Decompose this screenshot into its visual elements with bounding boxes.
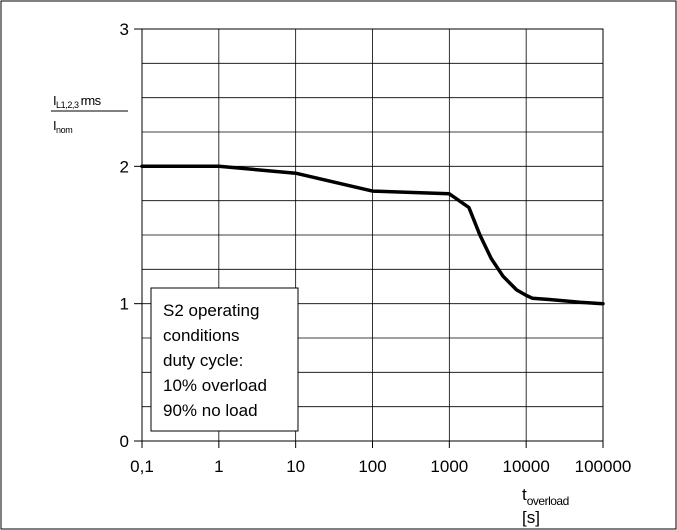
y-tick-labels: 0 1 2 3 [120,20,142,451]
annotation-line-5: 90% no load [163,401,258,420]
series-line [140,164,605,306]
x-label-main: toverload [522,485,569,508]
x-tick-label-3: 100 [358,457,386,476]
y-axis-label: IL1,2,3 rms Inom [51,93,128,135]
y-label-numerator: IL1,2,3 rms [53,93,102,110]
x-tick-label-6: 100000 [575,457,632,476]
annotation-line-3: duty cycle: [163,351,243,370]
x-tick-label-5: 10000 [503,457,550,476]
x-tick-label-2: 10 [286,457,305,476]
x-tick-label-0: 0,1 [130,457,154,476]
annotation-border [150,287,299,432]
annotation-line-2: conditions [163,326,240,345]
y-tick-label-2: 2 [120,157,129,176]
y-label-denominator: Inom [53,118,72,135]
y-tick-label-0: 0 [120,432,129,451]
x-tick-label-1: 1 [214,457,223,476]
x-label-unit: [s] [522,508,540,527]
annotation-box: S2 operating conditions duty cycle: 10% … [150,287,299,432]
x-axis-label: toverload [s] [522,485,569,527]
x-tick-labels: 0,1 1 10 100 1000 10000 100000 [130,441,631,476]
annotation-line-1: S2 operating [163,301,259,320]
annotation-line-4: 10% overload [163,376,267,395]
x-tick-label-4: 1000 [430,457,468,476]
y-tick-label-3: 3 [120,20,129,39]
y-tick-label-1: 1 [120,295,129,314]
